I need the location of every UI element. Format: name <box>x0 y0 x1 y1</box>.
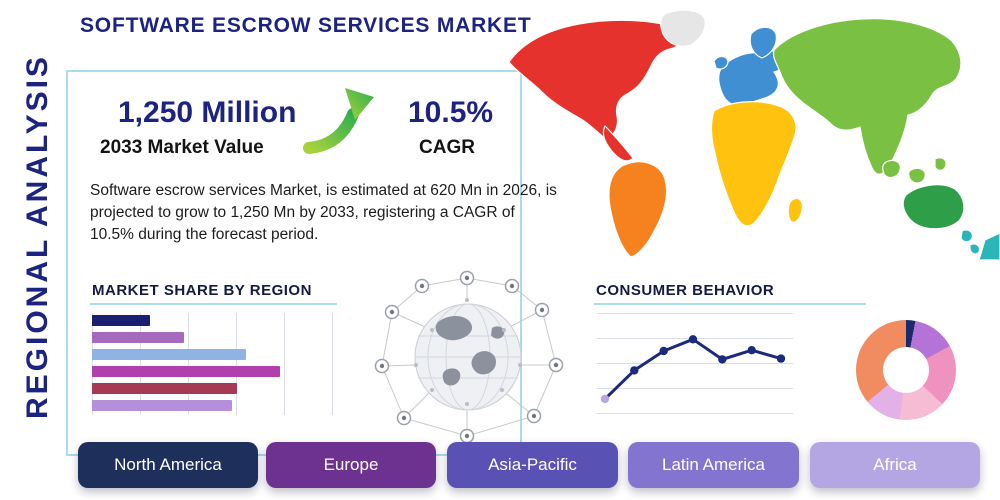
cagr-caption: CAGR <box>419 137 475 158</box>
market-value-caption: 2033 Market Value <box>100 137 264 158</box>
region-button-asia-pacific[interactable]: Asia-Pacific <box>447 442 618 488</box>
globe-network-graphic <box>374 270 564 444</box>
region-button-north-america[interactable]: North America <box>78 442 258 488</box>
map-island-3 <box>934 157 947 171</box>
map-central-america <box>602 125 634 162</box>
bar-segment-5 <box>92 383 237 394</box>
map-island-1 <box>882 159 901 179</box>
market-value-stat: 1,250 Million <box>118 96 297 129</box>
map-north-america <box>508 19 683 141</box>
map-greenland <box>660 9 706 47</box>
world-map <box>508 9 1000 260</box>
vertical-section-label: REGIONAL ANALYSIS <box>21 54 54 419</box>
growth-arrow-icon <box>303 88 374 154</box>
consumer-behavior-divider <box>594 303 866 305</box>
line-chart-svg <box>600 335 786 404</box>
region-button-africa[interactable]: Africa <box>810 442 980 488</box>
map-asia <box>772 18 962 175</box>
map-scandinavia <box>749 26 777 59</box>
bar-segment-1 <box>92 315 150 326</box>
donut-chart <box>856 320 956 420</box>
map-new-zealand-north <box>960 229 973 243</box>
bar-chart <box>92 313 333 415</box>
network-nodes <box>374 270 564 444</box>
consumer-behavior-title: CONSUMER BEHAVIOR <box>596 282 775 299</box>
bar-segment-6 <box>92 400 232 411</box>
map-corner-landmass <box>978 232 1000 260</box>
cagr-stat: 10.5% <box>408 96 494 129</box>
market-share-divider <box>90 303 337 305</box>
bar-chart-bars <box>92 313 333 411</box>
bar-segment-2 <box>92 332 184 343</box>
map-madagascar <box>787 197 803 223</box>
map-australia <box>902 184 965 230</box>
market-description: Software escrow services Market, is esti… <box>90 182 557 243</box>
map-africa <box>710 101 797 227</box>
market-share-title: MARKET SHARE BY REGION <box>92 282 312 299</box>
line-chart <box>597 313 793 417</box>
bar-segment-4 <box>92 366 280 377</box>
page-title: SOFTWARE ESCROW SERVICES MARKET <box>80 14 532 37</box>
region-button-latin-america[interactable]: Latin America <box>628 442 799 488</box>
map-south-america <box>608 161 668 258</box>
region-button-europe[interactable]: Europe <box>266 442 436 488</box>
bar-segment-3 <box>92 349 247 360</box>
map-island-2 <box>908 167 926 184</box>
map-uk <box>713 55 729 70</box>
map-new-zealand-south <box>969 243 981 255</box>
